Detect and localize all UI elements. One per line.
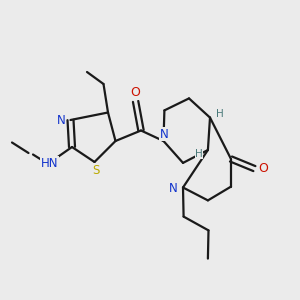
Text: H: H [216, 109, 224, 119]
Text: H: H [195, 148, 203, 159]
Text: HN: HN [41, 157, 58, 170]
Text: O: O [258, 161, 268, 175]
Text: O: O [131, 86, 140, 99]
Text: N: N [57, 113, 66, 127]
Text: S: S [92, 164, 100, 177]
Text: N: N [169, 182, 178, 196]
Text: N: N [160, 128, 169, 141]
